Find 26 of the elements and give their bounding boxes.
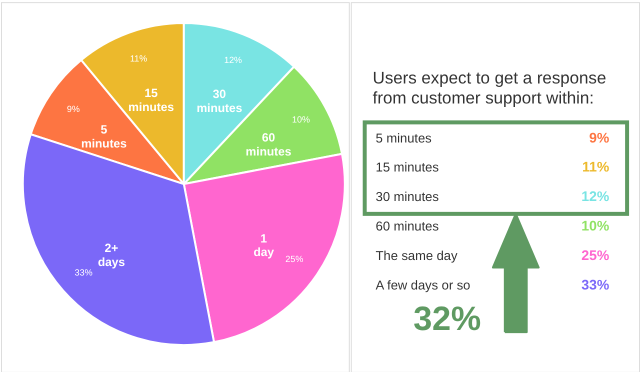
slice-label: 15 minutes <box>128 86 174 114</box>
slice-label: 30 minutes <box>196 87 243 116</box>
data-label: 11% <box>130 53 148 64</box>
data-label: 9% <box>66 104 80 114</box>
category-label: A few days or so <box>376 277 470 292</box>
category-label: The same day <box>376 248 458 263</box>
category-label: 5 minutes <box>376 130 432 146</box>
category-label: 15 minutes <box>376 160 439 175</box>
data-label: 25% <box>581 246 610 263</box>
category-label: 30 minutes <box>376 189 439 204</box>
slice-label: 60 minutes <box>246 130 292 158</box>
text: 32% <box>413 300 481 338</box>
slice-label: 1 day <box>253 231 274 260</box>
slice-label: 2+ days <box>98 240 126 269</box>
slice-label: 5 minutes <box>81 122 128 151</box>
data-label: 33% <box>74 267 93 278</box>
category-label: 60 minutes <box>376 218 439 234</box>
data-label: 10% <box>292 114 310 125</box>
data-label: 10% <box>581 218 610 234</box>
data-label: 11% <box>582 158 610 175</box>
data-label: 25% <box>285 254 304 264</box>
text: Users expect to get a response from customer support within: <box>372 68 606 108</box>
data-label: 12% <box>581 188 610 204</box>
data-label: 33% <box>581 276 610 292</box>
data-label: 9% <box>589 129 610 146</box>
data-label: 12% <box>224 54 242 65</box>
